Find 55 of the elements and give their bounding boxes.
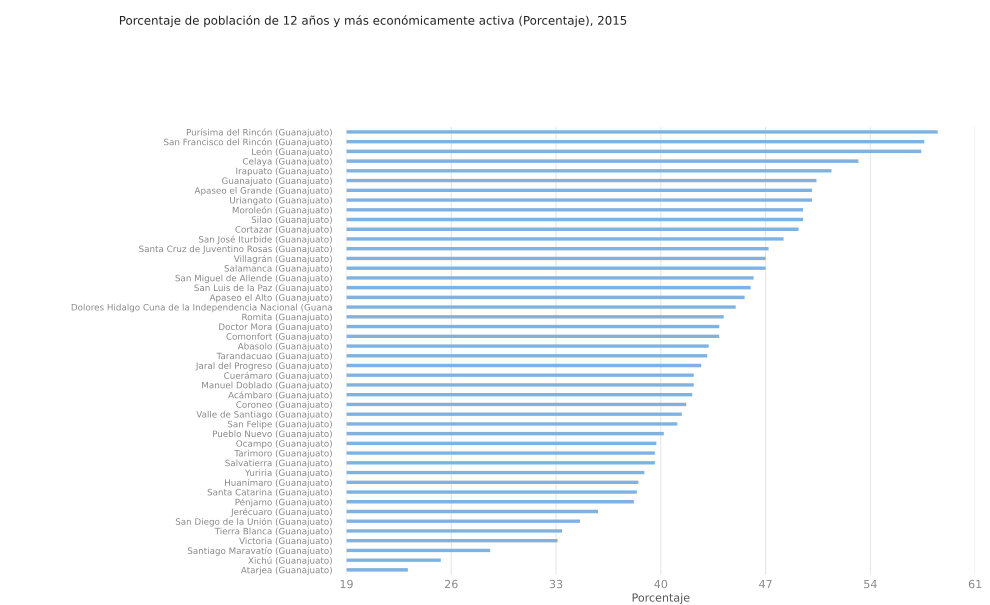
y-tick-label: Tierra Blanca (Guanajuato) [214,528,332,536]
y-tick-label: Yuriria (Guanajuato) [244,469,332,478]
x-tick-label: 40 [654,580,668,588]
x-tick-label: 26 [445,580,458,588]
y-tick-label: Victoria (Guanajuato) [239,537,332,546]
y-tick-label: Salamanca (Guanajuato) [224,264,332,274]
y-tick-label: Huanímaro (Guanajuato) [225,478,332,488]
y-tick-label: Guanajuato (Guanajuato) [222,177,332,186]
y-tick-label: Pénjamo (Guanajuato) [236,498,332,508]
y-tick-label: Cortazar (Guanajuato) [235,226,332,234]
y-tick-label: Silao (Guanajuato) [252,216,332,225]
y-tick-label: Xichú (Guanajuato) [248,556,332,566]
y-tick-label: Doctor Mora (Guanajuato) [219,323,332,332]
y-tick-label: Uriangato (Guanajuato) [230,196,332,206]
y-tick-label: Moroleón (Guanajuato) [232,206,332,216]
y-tick-label: Pueblo Nuevo (Guanajuato) [212,430,332,439]
y-tick-label: Salvatierra (Guanajuato) [225,460,332,468]
y-tick-label: Manuel Doblado (Guanajuato) [202,382,332,390]
y-tick-label: León (Guanajuato) [252,148,332,157]
y-tick-label: San Miguel de Allende (Guanajuato) [176,274,332,284]
y-tick-label: Santiago Maravatío (Guanajuato) [188,546,332,556]
x-tick-label: 33 [550,580,562,588]
y-tick-label: San Francisco del Rincón (Guanajuato) [164,138,332,147]
y-tick-label: Romita (Guanajuato) [242,314,332,322]
x-tick-label: 61 [968,580,982,588]
y-tick-label: San Felipe (Guanajuato) [228,420,332,430]
y-tick-label: Atarjea (Guanajuato) [240,566,332,576]
y-tick-label: Dolores Hidalgo Cuna de la Independencia Nacional (Guana [72,304,332,312]
y-tick-label: Celaya (Guanajuato) [242,158,332,166]
y-tick-label: Purísima del Rincón (Guanajuato) [186,128,332,138]
x-tick-label: 54 [864,580,877,588]
y-tick-label: Villagrán (Guanajuato) [234,254,332,264]
y-tick-label: Ocampo (Guanajuato) [236,440,332,449]
y-tick-label: Apaseo el Grande (Guanajuato) [194,186,332,196]
y-tick-label: Santa Cruz de Juventino Rosas (Guanajuato) [139,245,332,254]
x-axis-title: Porcentaje [632,593,690,604]
y-tick-label: Tarimoro (Guanajuato) [234,450,332,458]
y-tick-label: Tarandacuao (Guanajuato) [216,352,332,361]
y-tick-label: Valle de Santiago (Guanajuato) [196,410,332,420]
y-tick-label: Jerécuaro (Guanajuato) [230,508,332,517]
y-tick-label: Irapuato (Guanajuato) [236,168,332,176]
y-tick-label: Jaral del Progreso (Guanajuato) [195,362,332,371]
y-tick-label: Cuerámaro (Guanajuato) [224,372,332,381]
y-tick-label: San Diego de la Unión (Guanajuato) [176,518,332,527]
y-tick-label: Santa Catarina (Guanajuato) [208,488,332,498]
y-tick-label: San Luis de la Paz (Guanajuato) [194,284,332,293]
x-tick-label: 47 [759,580,772,588]
chart-title: Porcentaje de población de 12 años y más económicamente activa (Porcentaje), 2015 [120,15,626,28]
x-tick-label: 19 [340,580,353,588]
y-tick-label: San José Iturbide (Guanajuato) [198,235,332,244]
y-tick-label: Comonfort (Guanajuato) [226,332,332,342]
y-tick-label: Coroneo (Guanajuato) [236,401,332,410]
y-tick-label: Apaseo el Alto (Guanajuato) [210,294,332,303]
y-tick-label: Acámbaro (Guanajuato) [228,391,332,400]
y-tick-label: Abasolo (Guanajuato) [238,342,332,352]
